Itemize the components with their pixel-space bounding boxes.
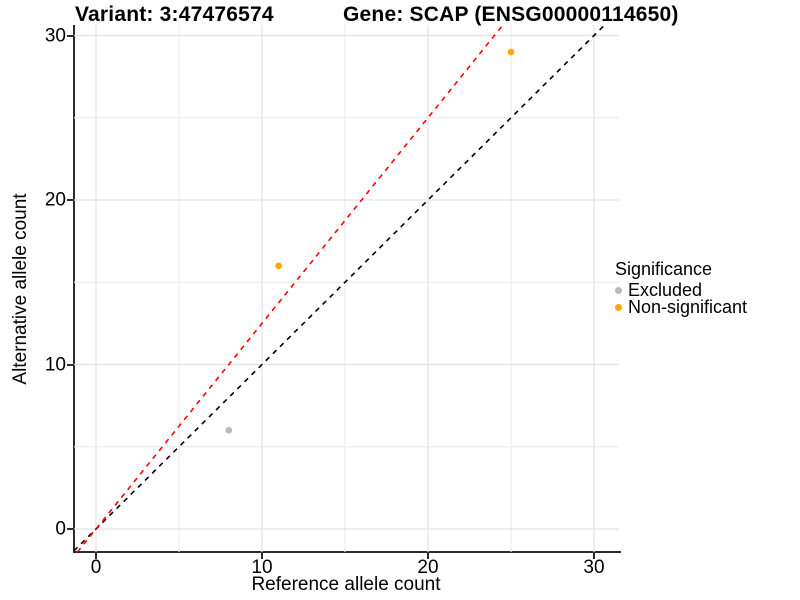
y-tick-mark (67, 363, 73, 366)
y-tick-mark (67, 199, 73, 201)
y-tick-mark (67, 528, 73, 530)
x-axis-title: Reference allele count (251, 574, 441, 595)
plot-canvas (73, 24, 619, 553)
plot-panel (73, 24, 619, 553)
allelic-ratio-line (76, 24, 504, 553)
x-tick-mark (95, 553, 97, 559)
legend-items: Excluded Non-significant (615, 280, 748, 317)
y-tick-label: 10 (44, 354, 66, 375)
legend-item-excluded: Excluded (615, 280, 747, 300)
y-tick-label: 30 (44, 25, 66, 46)
x-tick-label: 20 (417, 557, 439, 578)
x-tick-mark (427, 553, 429, 559)
data-point-non-significant (507, 48, 515, 56)
x-tick-label: 10 (251, 557, 273, 578)
data-point-non-significant (275, 262, 282, 270)
legend-dot-icon (615, 303, 622, 311)
data-point-excluded (225, 427, 233, 434)
y-tick-label: 20 (44, 189, 66, 211)
legend-title: Significance (615, 259, 713, 279)
legend-item-label: Non-significant (628, 297, 748, 317)
y-axis-line (73, 25, 75, 553)
legend: Significance Excluded Non-significant (615, 259, 748, 317)
identity-line (73, 24, 606, 552)
x-tick-mark (593, 553, 595, 559)
x-tick-mark (261, 553, 263, 559)
legend-item-label: Excluded (628, 280, 703, 300)
x-tick-label: 0 (90, 557, 102, 578)
y-tick-label: 0 (55, 518, 66, 540)
variant-title: Variant: 3:47476574 (75, 3, 274, 26)
gene-title: Gene: SCAP (ENSG00000114650) (343, 3, 679, 26)
y-tick-mark (67, 34, 73, 37)
x-axis-line (73, 551, 621, 553)
legend-item-non-significant: Non-significant (615, 297, 748, 317)
x-tick-label: 30 (583, 557, 605, 578)
legend-dot-icon (615, 286, 622, 294)
